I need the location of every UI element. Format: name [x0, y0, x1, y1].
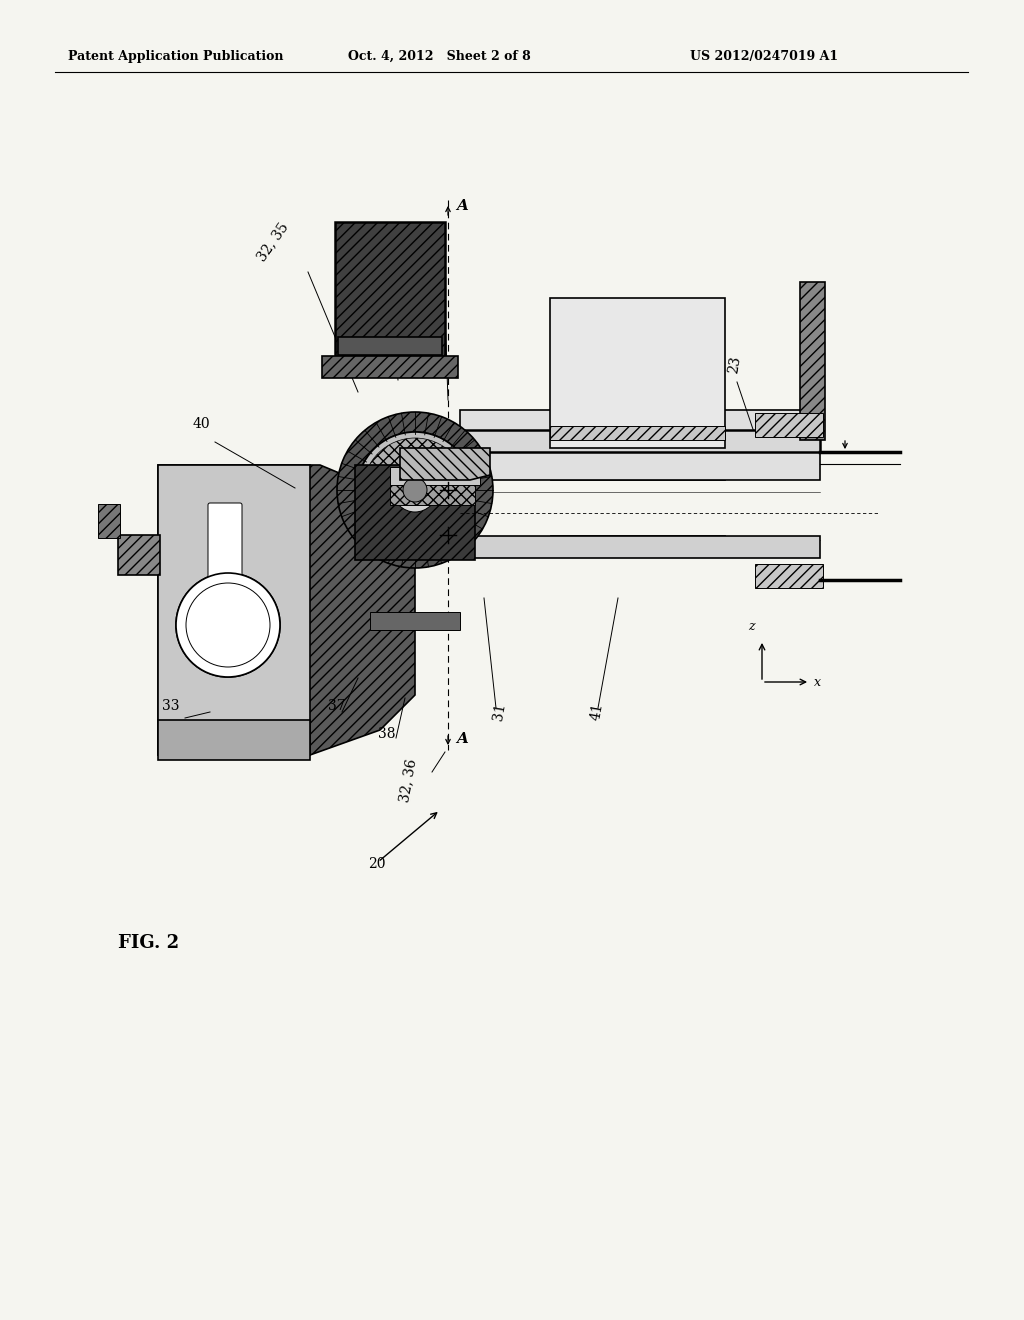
- Bar: [370, 612, 460, 630]
- Bar: [335, 222, 445, 370]
- Text: x: x: [814, 676, 821, 689]
- Bar: [755, 564, 823, 587]
- Bar: [460, 536, 820, 558]
- Text: 42: 42: [429, 285, 445, 305]
- Text: 31: 31: [492, 702, 509, 722]
- Circle shape: [403, 478, 427, 502]
- Text: Oct. 4, 2012   Sheet 2 of 8: Oct. 4, 2012 Sheet 2 of 8: [348, 50, 530, 63]
- Text: 23: 23: [727, 355, 743, 375]
- Text: 21: 21: [616, 323, 634, 343]
- FancyBboxPatch shape: [208, 503, 242, 597]
- Bar: [338, 337, 442, 355]
- Bar: [390, 483, 475, 506]
- Text: 41: 41: [589, 702, 605, 722]
- Text: FIG. 2: FIG. 2: [118, 935, 179, 952]
- Polygon shape: [400, 447, 490, 480]
- Bar: [322, 356, 458, 378]
- Text: 33: 33: [162, 700, 179, 713]
- Text: US 2012/0247019 A1: US 2012/0247019 A1: [690, 50, 838, 63]
- Circle shape: [362, 438, 467, 543]
- Circle shape: [176, 573, 280, 677]
- Polygon shape: [158, 465, 415, 755]
- Text: 20: 20: [368, 857, 385, 871]
- Bar: [800, 282, 825, 440]
- Text: 32, 36: 32, 36: [397, 758, 419, 803]
- Text: 39: 39: [362, 279, 384, 301]
- Polygon shape: [158, 719, 310, 760]
- Bar: [755, 413, 823, 437]
- Bar: [460, 430, 820, 451]
- Bar: [390, 467, 480, 484]
- Text: Patent Application Publication: Patent Application Publication: [68, 50, 284, 63]
- Bar: [550, 426, 725, 440]
- Text: 40: 40: [193, 417, 211, 432]
- Circle shape: [393, 469, 437, 512]
- Bar: [98, 504, 120, 539]
- Polygon shape: [158, 465, 310, 755]
- Circle shape: [357, 432, 473, 548]
- Text: 37: 37: [328, 700, 346, 713]
- Text: z: z: [748, 620, 755, 634]
- Text: 32, 35: 32, 35: [255, 220, 291, 264]
- Circle shape: [176, 573, 280, 677]
- Bar: [460, 411, 820, 480]
- Text: A: A: [456, 733, 468, 746]
- Text: A: A: [456, 199, 468, 213]
- Wedge shape: [337, 412, 493, 568]
- Bar: [355, 465, 475, 560]
- Bar: [550, 298, 725, 447]
- Text: 38: 38: [378, 727, 395, 741]
- Polygon shape: [118, 535, 160, 576]
